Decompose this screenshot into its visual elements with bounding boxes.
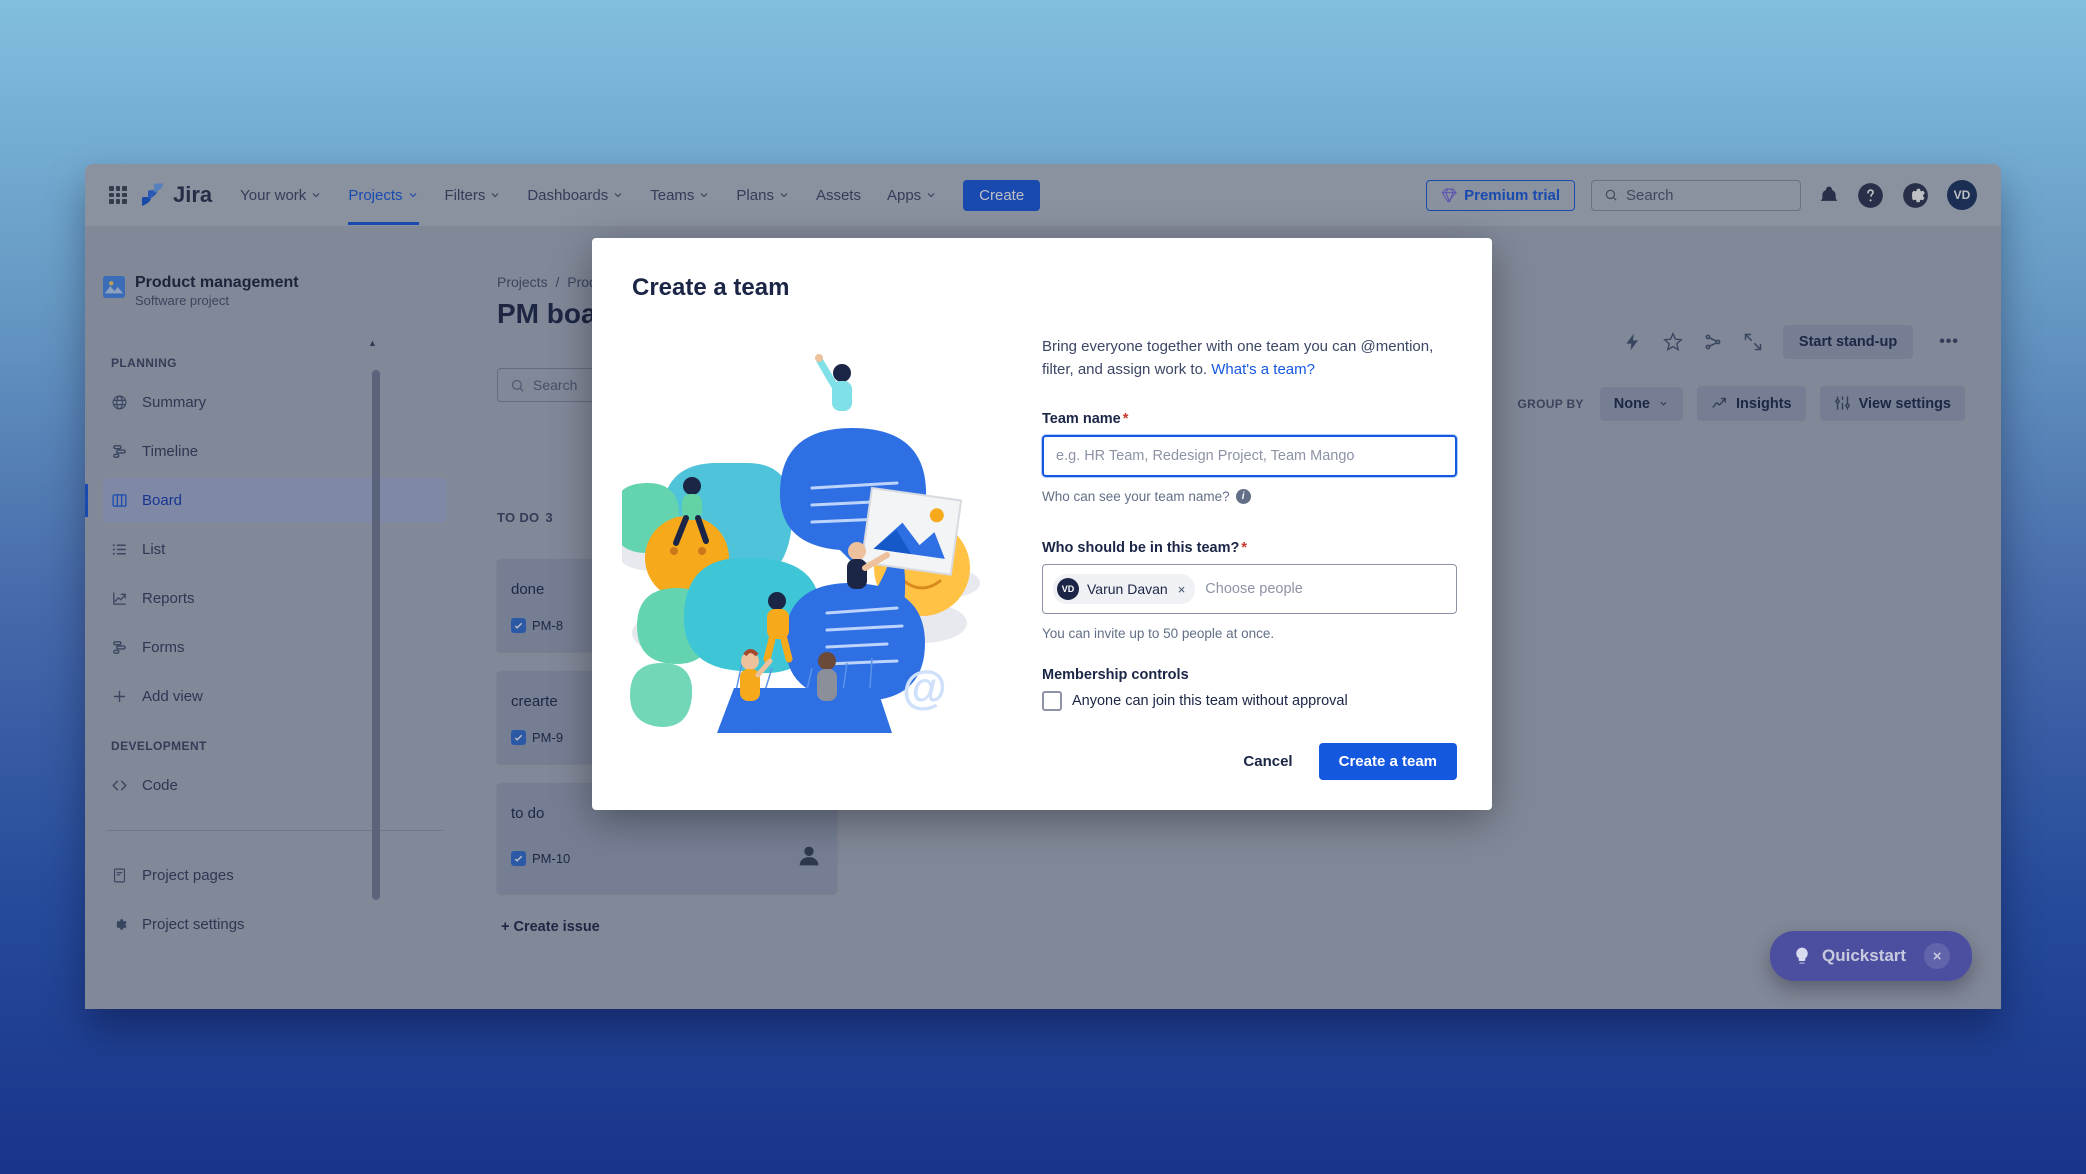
svg-text:@: @ bbox=[902, 661, 947, 713]
